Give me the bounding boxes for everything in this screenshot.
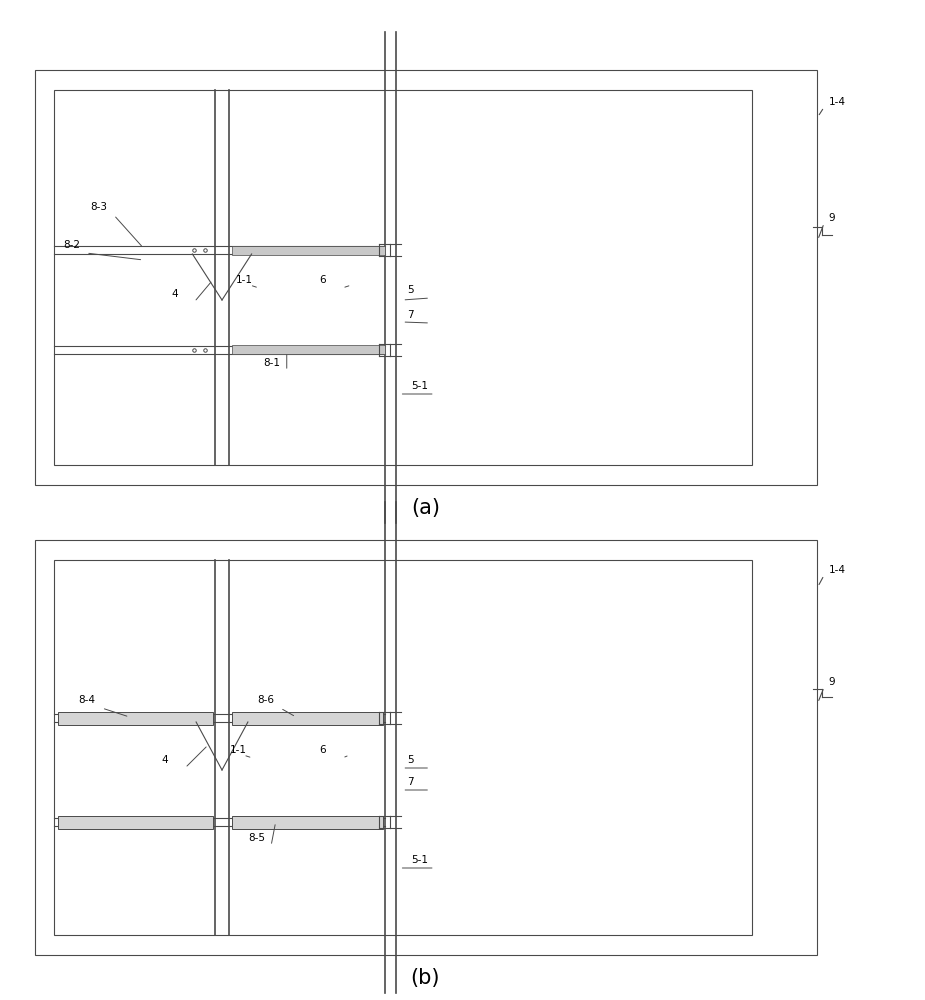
Text: 5: 5	[407, 285, 413, 295]
Text: 1-4: 1-4	[829, 97, 845, 107]
Bar	[58, 816, 213, 828]
Text: 9: 9	[829, 213, 835, 223]
Text: 7: 7	[407, 777, 413, 787]
Text: 8-1: 8-1	[264, 358, 280, 368]
Text: (a): (a)	[411, 498, 440, 518]
Bar	[232, 712, 383, 724]
Text: 4: 4	[171, 289, 178, 299]
Text: 8-3: 8-3	[91, 202, 107, 212]
Text: 5-1: 5-1	[412, 855, 428, 865]
Text: 7: 7	[407, 310, 413, 320]
Text: 4: 4	[162, 755, 168, 765]
Bar	[232, 816, 383, 828]
Text: 1-1: 1-1	[229, 745, 246, 755]
Bar	[58, 712, 213, 724]
Text: 9: 9	[829, 677, 835, 687]
Text: 5-1: 5-1	[412, 381, 428, 391]
Text: 8-6: 8-6	[257, 695, 274, 705]
Bar	[232, 245, 385, 254]
Text: 8-2: 8-2	[63, 240, 80, 250]
Text: 5: 5	[407, 755, 413, 765]
Bar	[35, 70, 817, 485]
Bar	[54, 90, 752, 465]
Text: 1-1: 1-1	[236, 275, 253, 285]
Text: 8-4: 8-4	[79, 695, 95, 705]
Text: 8-5: 8-5	[248, 833, 265, 843]
Bar	[232, 345, 385, 354]
Text: 6: 6	[319, 275, 326, 285]
Text: (b): (b)	[411, 968, 440, 988]
Bar	[35, 540, 817, 955]
Bar	[54, 560, 752, 935]
Text: 6: 6	[319, 745, 326, 755]
Text: 1-4: 1-4	[829, 565, 845, 575]
